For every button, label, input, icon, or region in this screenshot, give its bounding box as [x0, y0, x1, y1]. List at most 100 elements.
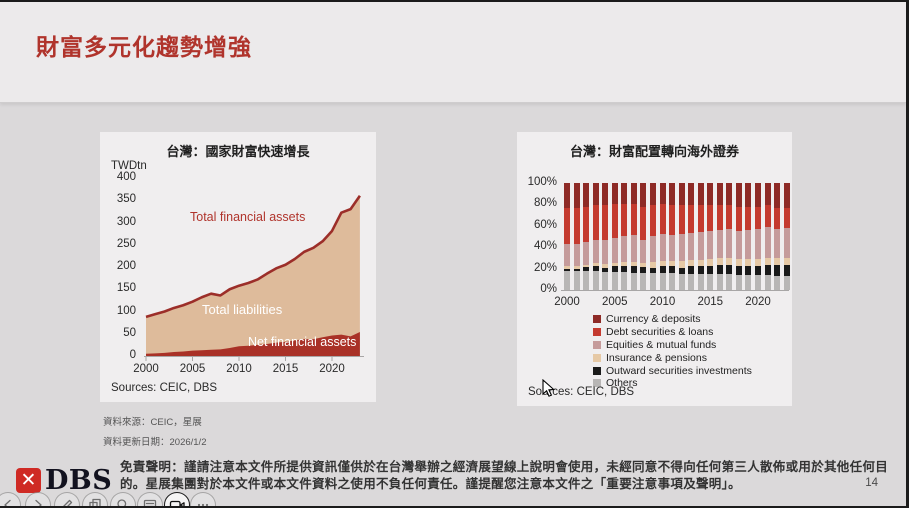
bar-segment: [707, 258, 714, 267]
bar-segment: [697, 273, 704, 290]
legend-swatch-icon: [593, 315, 601, 324]
bar-segment: [678, 267, 685, 274]
bar-segment: [764, 183, 771, 206]
stacked-bar-2023: [783, 183, 790, 290]
legend-label: Outward securities investments: [606, 364, 752, 377]
bar-segment: [649, 236, 656, 263]
stacked-bar-2011: [669, 183, 676, 290]
bar-segment: [621, 266, 628, 272]
bar-segment: [735, 231, 742, 259]
bar-segment: [573, 243, 580, 267]
bar-segment: [678, 183, 685, 206]
bar-segment: [755, 206, 761, 229]
bar-segment: [726, 257, 733, 266]
legend-label: Others: [606, 377, 638, 390]
disclaimer-line-1: 免責聲明：謹請注意本文件所提供資訊僅供於在台灣舉辦之經濟展望線上說明會使用，未經…: [120, 460, 889, 474]
right-chart-panel: 台灣：財富配置轉向海外證券 0% 20% 40% 60% 80% 100% 2000 2005…: [517, 132, 792, 406]
bar-segment: [573, 268, 580, 271]
area-total-financial-assets: [146, 195, 360, 356]
annotation-total-financial-assets: Total financial assets: [190, 210, 306, 224]
bar-segment: [764, 226, 771, 258]
x-tick-label: 2020: [319, 363, 345, 375]
bar-segment: [659, 261, 666, 267]
bar-segment: [688, 233, 695, 261]
y-tick-label: 400: [116, 171, 136, 183]
bar-segment: [621, 204, 628, 237]
bar-segment: [688, 273, 695, 290]
stacked-bar-2005: [611, 183, 618, 290]
legend-swatch-icon: [593, 366, 601, 375]
bar-segment: [621, 271, 628, 290]
x-tick-label: 2015: [272, 363, 299, 375]
legend-item: Currency & deposits: [593, 313, 752, 326]
bar-segment: [726, 273, 733, 290]
right-chart-source: Sources: CEIC, DBS: [528, 386, 635, 398]
bar-segment: [774, 229, 781, 258]
bar-segment: [602, 267, 609, 272]
bar-segment: [735, 274, 742, 290]
bar-segment: [573, 266, 580, 269]
y-tick-label: 250: [116, 237, 136, 250]
bar-segment: [716, 205, 723, 231]
bar-segment: [755, 183, 761, 207]
bar-segment: [583, 270, 590, 290]
bar-segment: [735, 258, 742, 267]
legend-label: Debt securities & loans: [606, 326, 714, 339]
bar-segment: [755, 258, 761, 267]
y-tick-label: 80%: [533, 197, 557, 210]
bar-segment: [602, 205, 609, 240]
stacked-bar-2022: [774, 183, 781, 290]
bar-segment: [745, 274, 752, 290]
bar-segment: [783, 276, 790, 290]
bar-segment: [659, 272, 666, 290]
left-chart-y-unit: TWDtn: [111, 160, 147, 172]
bar-segment: [630, 272, 637, 290]
bar-segment: [573, 207, 580, 244]
bar-segment: [678, 205, 685, 235]
legend-label: Equities & mutual funds: [606, 338, 717, 351]
stacked-bar-2016: [716, 183, 723, 290]
bar-segment: [564, 270, 570, 290]
bar-segment: [697, 205, 704, 233]
bar-segment: [659, 204, 666, 235]
bar-segment: [716, 230, 723, 258]
bar-segment: [688, 183, 695, 206]
bar-segment: [573, 270, 580, 290]
y-tick-label: 300: [116, 215, 136, 228]
stacked-bar-2015: [707, 183, 714, 290]
bar-segment: [649, 267, 656, 273]
bar-segment: [640, 272, 647, 290]
bar-segment: [649, 262, 656, 268]
bar-segment: [602, 239, 609, 265]
bar-segment: [783, 265, 790, 277]
annotation-net-financial-assets: Net financial assets: [248, 335, 357, 349]
window-border-bottom: [0, 506, 909, 508]
bar-segment: [716, 183, 723, 206]
bar-segment: [783, 257, 790, 266]
stacked-bar-2018: [735, 183, 742, 290]
bar-segment: [583, 241, 590, 266]
legend-item: Outward securities investments: [593, 364, 752, 377]
bar-segment: [669, 205, 676, 236]
right-chart-legend: Currency & deposits Debt securities & loa…: [593, 313, 752, 390]
bar-segment: [583, 206, 590, 242]
bar-segment: [745, 206, 752, 231]
stacked-bar-2001: [573, 183, 580, 290]
bar-segment: [688, 205, 695, 234]
stacked-bar-2014: [697, 183, 704, 290]
bar-segment: [726, 229, 733, 258]
x-tick-label: 2000: [133, 363, 159, 375]
bar-segment: [726, 183, 733, 206]
bar-segment: [649, 272, 656, 290]
y-tick-label: 0%: [540, 283, 557, 295]
bar-segment: [735, 206, 742, 232]
bar-segment: [602, 271, 609, 290]
area-chart-plot: [144, 195, 364, 361]
line-total-financial-assets: [145, 195, 361, 319]
left-chart-source: Sources: CEIC, DBS: [111, 382, 218, 394]
bar-segment: [755, 229, 761, 259]
x-tick-label: 2015: [697, 296, 724, 308]
bar-segment: [707, 183, 714, 206]
bar-segment: [640, 206, 647, 240]
stacked-bar-2009: [649, 183, 656, 290]
